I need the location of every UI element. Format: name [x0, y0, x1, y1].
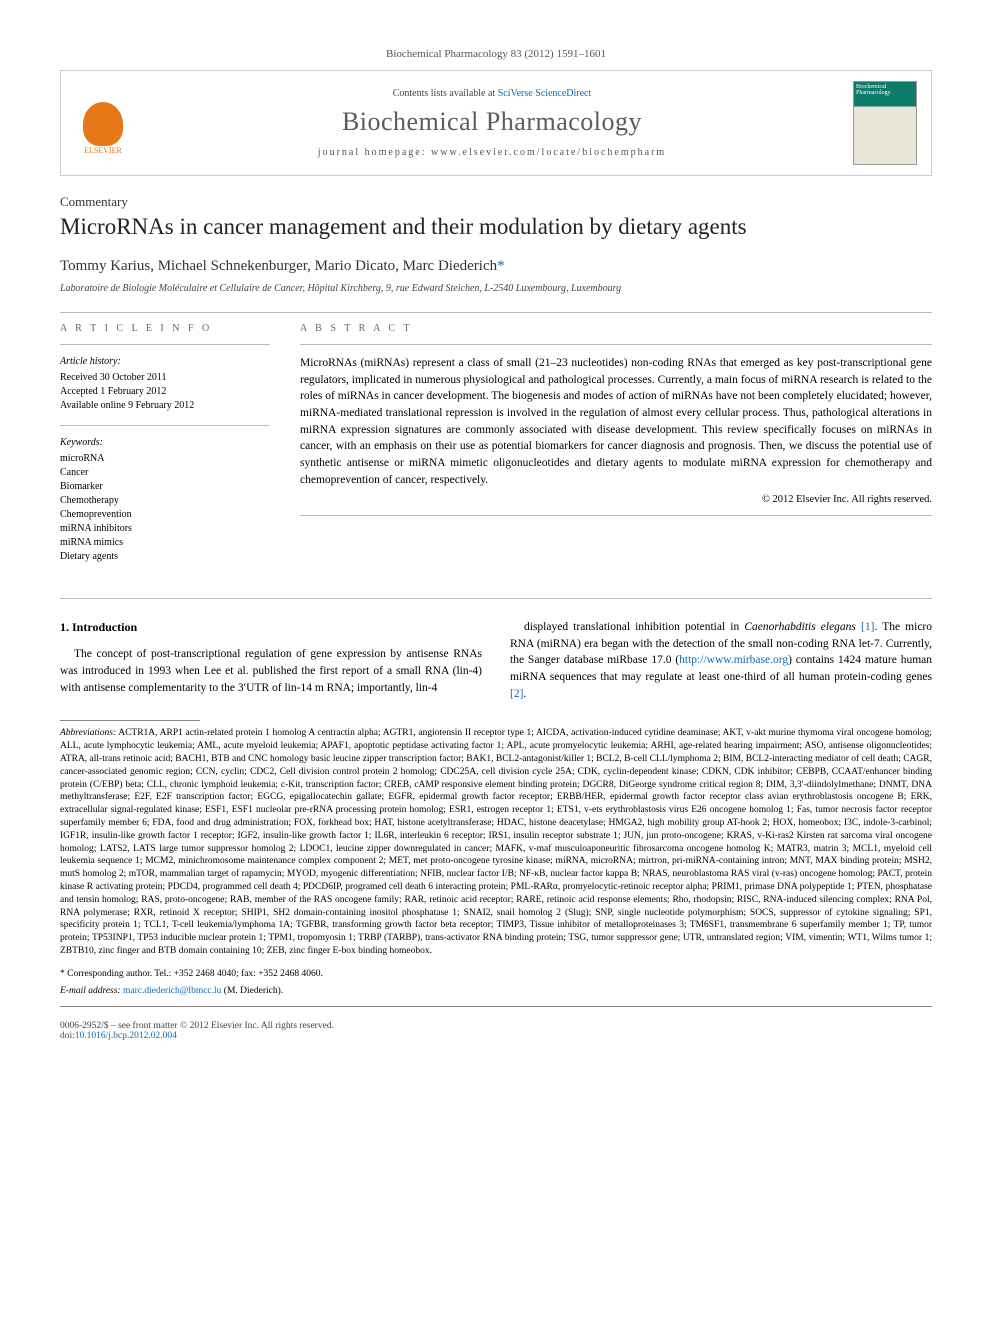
doi-label: doi:	[60, 1031, 75, 1041]
elsevier-tree-icon	[83, 102, 123, 146]
journal-reference: Biochemical Pharmacology 83 (2012) 1591–…	[60, 48, 932, 60]
mirbase-link[interactable]: http://www.mirbase.org	[679, 654, 788, 666]
divider	[60, 344, 270, 345]
homepage-prefix: journal homepage:	[318, 147, 431, 158]
keywords-block: Keywords: microRNA Cancer Biomarker Chem…	[60, 436, 270, 564]
corresponding-author-line: * Corresponding author. Tel.: +352 2468 …	[60, 968, 932, 981]
homepage-url[interactable]: www.elsevier.com/locate/biochempharm	[431, 147, 666, 158]
article-info-label: A R T I C L E I N F O	[60, 323, 270, 334]
keyword: miRNA mimics	[60, 536, 270, 550]
keyword: microRNA	[60, 452, 270, 466]
journal-cover-thumbnail: Biochemical Pharmacology	[853, 81, 917, 165]
divider	[60, 425, 270, 426]
keyword: miRNA inhibitors	[60, 522, 270, 536]
journal-header: ELSEVIER Contents lists available at Sci…	[60, 70, 932, 176]
cover-title: Biochemical Pharmacology	[856, 84, 914, 96]
keyword: Chemoprevention	[60, 508, 270, 522]
footer-doi: doi:10.1016/j.bcp.2012.02.004	[60, 1031, 932, 1041]
article-type: Commentary	[60, 194, 932, 210]
divider	[60, 312, 932, 313]
species-name: Caenorhabditis elegans	[744, 621, 856, 633]
divider	[300, 515, 932, 516]
history-heading: Article history:	[60, 355, 270, 369]
footer-divider	[60, 1006, 932, 1007]
elsevier-logo: ELSEVIER	[75, 91, 131, 155]
divider	[60, 598, 932, 599]
affiliation: Laboratoire de Biologie Moléculaire et C…	[60, 283, 932, 294]
keyword: Dietary agents	[60, 550, 270, 564]
citation-link-2[interactable]: [2]	[510, 688, 523, 700]
sciencedirect-link[interactable]: SciVerse ScienceDirect	[498, 88, 592, 99]
keyword: Cancer	[60, 466, 270, 480]
abstract-copyright: © 2012 Elsevier Inc. All rights reserved…	[300, 494, 932, 505]
email-tail: (M. Diederich).	[221, 986, 283, 996]
abstract-text: MicroRNAs (miRNAs) represent a class of …	[300, 355, 932, 488]
abbreviations-heading: Abbreviations:	[60, 728, 116, 738]
divider	[300, 344, 932, 345]
citation-link-1[interactable]: [1]	[856, 621, 875, 633]
history-online: Available online 9 February 2012	[60, 399, 270, 413]
article-title: MicroRNAs in cancer management and their…	[60, 212, 932, 242]
section-heading-introduction: 1. Introduction	[60, 619, 482, 636]
abbreviations-text: ACTR1A, ARP1 actin-related protein 1 hom…	[60, 728, 932, 956]
journal-name: Biochemical Pharmacology	[145, 107, 839, 137]
author-list: Tommy Karius, Michael Schnekenburger, Ma…	[60, 258, 932, 275]
history-accepted: Accepted 1 February 2012	[60, 385, 270, 399]
journal-homepage-line: journal homepage: www.elsevier.com/locat…	[145, 147, 839, 158]
contents-available-line: Contents lists available at SciVerse Sci…	[145, 88, 839, 99]
footer-copyright: 0006-2952/$ – see front matter © 2012 El…	[60, 1021, 932, 1031]
abstract-label: A B S T R A C T	[300, 323, 932, 334]
publisher-label: ELSEVIER	[84, 146, 122, 155]
body-text: .	[523, 688, 526, 700]
body-text: displayed translational inhibition poten…	[524, 621, 744, 633]
corresponding-email-line: E-mail address: marc.diederich@lbmcc.lu …	[60, 985, 932, 998]
keyword: Biomarker	[60, 480, 270, 494]
authors-text: Tommy Karius, Michael Schnekenburger, Ma…	[60, 258, 497, 274]
contents-prefix: Contents lists available at	[393, 88, 498, 99]
intro-paragraph-col2: displayed translational inhibition poten…	[510, 619, 932, 702]
keyword: Chemotherapy	[60, 494, 270, 508]
article-history: Article history: Received 30 October 201…	[60, 355, 270, 413]
history-received: Received 30 October 2011	[60, 371, 270, 385]
corresponding-author-mark[interactable]: *	[497, 258, 505, 274]
footnote-divider	[60, 720, 200, 721]
intro-paragraph-col1: The concept of post-transcriptional regu…	[60, 646, 482, 696]
abbreviations-block: Abbreviations: ACTR1A, ARP1 actin-relate…	[60, 727, 932, 958]
doi-link[interactable]: 10.1016/j.bcp.2012.02.004	[75, 1031, 177, 1041]
keywords-heading: Keywords:	[60, 436, 270, 450]
corresponding-email-link[interactable]: marc.diederich@lbmcc.lu	[123, 986, 221, 996]
email-label: E-mail address:	[60, 986, 123, 996]
